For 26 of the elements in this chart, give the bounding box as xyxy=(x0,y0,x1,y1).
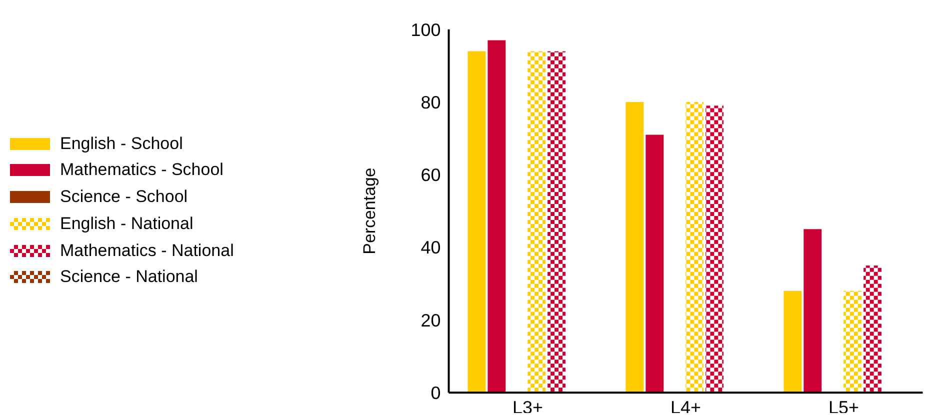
legend-label: Mathematics - National xyxy=(60,240,234,261)
legend-label: Science - National xyxy=(60,267,198,288)
legend-label: Mathematics - School xyxy=(60,160,224,180)
bar xyxy=(864,265,882,393)
bar xyxy=(646,134,664,393)
bar xyxy=(844,290,862,393)
y-tick-label: 60 xyxy=(421,165,442,186)
bar xyxy=(528,51,546,393)
y-tick-label: 80 xyxy=(421,92,442,112)
y-tick-label: 40 xyxy=(421,238,442,258)
y-tick-label: 20 xyxy=(421,310,442,330)
bar xyxy=(488,40,506,393)
bar xyxy=(706,106,724,393)
legend-label: English - School xyxy=(60,134,183,154)
x-tick-label: L4+ xyxy=(670,397,702,415)
y-axis-title: Percentage xyxy=(360,168,380,254)
bar xyxy=(468,51,486,393)
bar xyxy=(784,290,802,393)
y-tick-label: 0 xyxy=(431,382,442,403)
legend-label: English - National xyxy=(60,214,194,234)
legend-label: Science - School xyxy=(60,187,188,208)
bar xyxy=(804,229,822,393)
bar xyxy=(548,51,566,393)
y-tick-label: 100 xyxy=(411,20,442,40)
bar xyxy=(686,102,704,393)
bar xyxy=(626,102,644,393)
